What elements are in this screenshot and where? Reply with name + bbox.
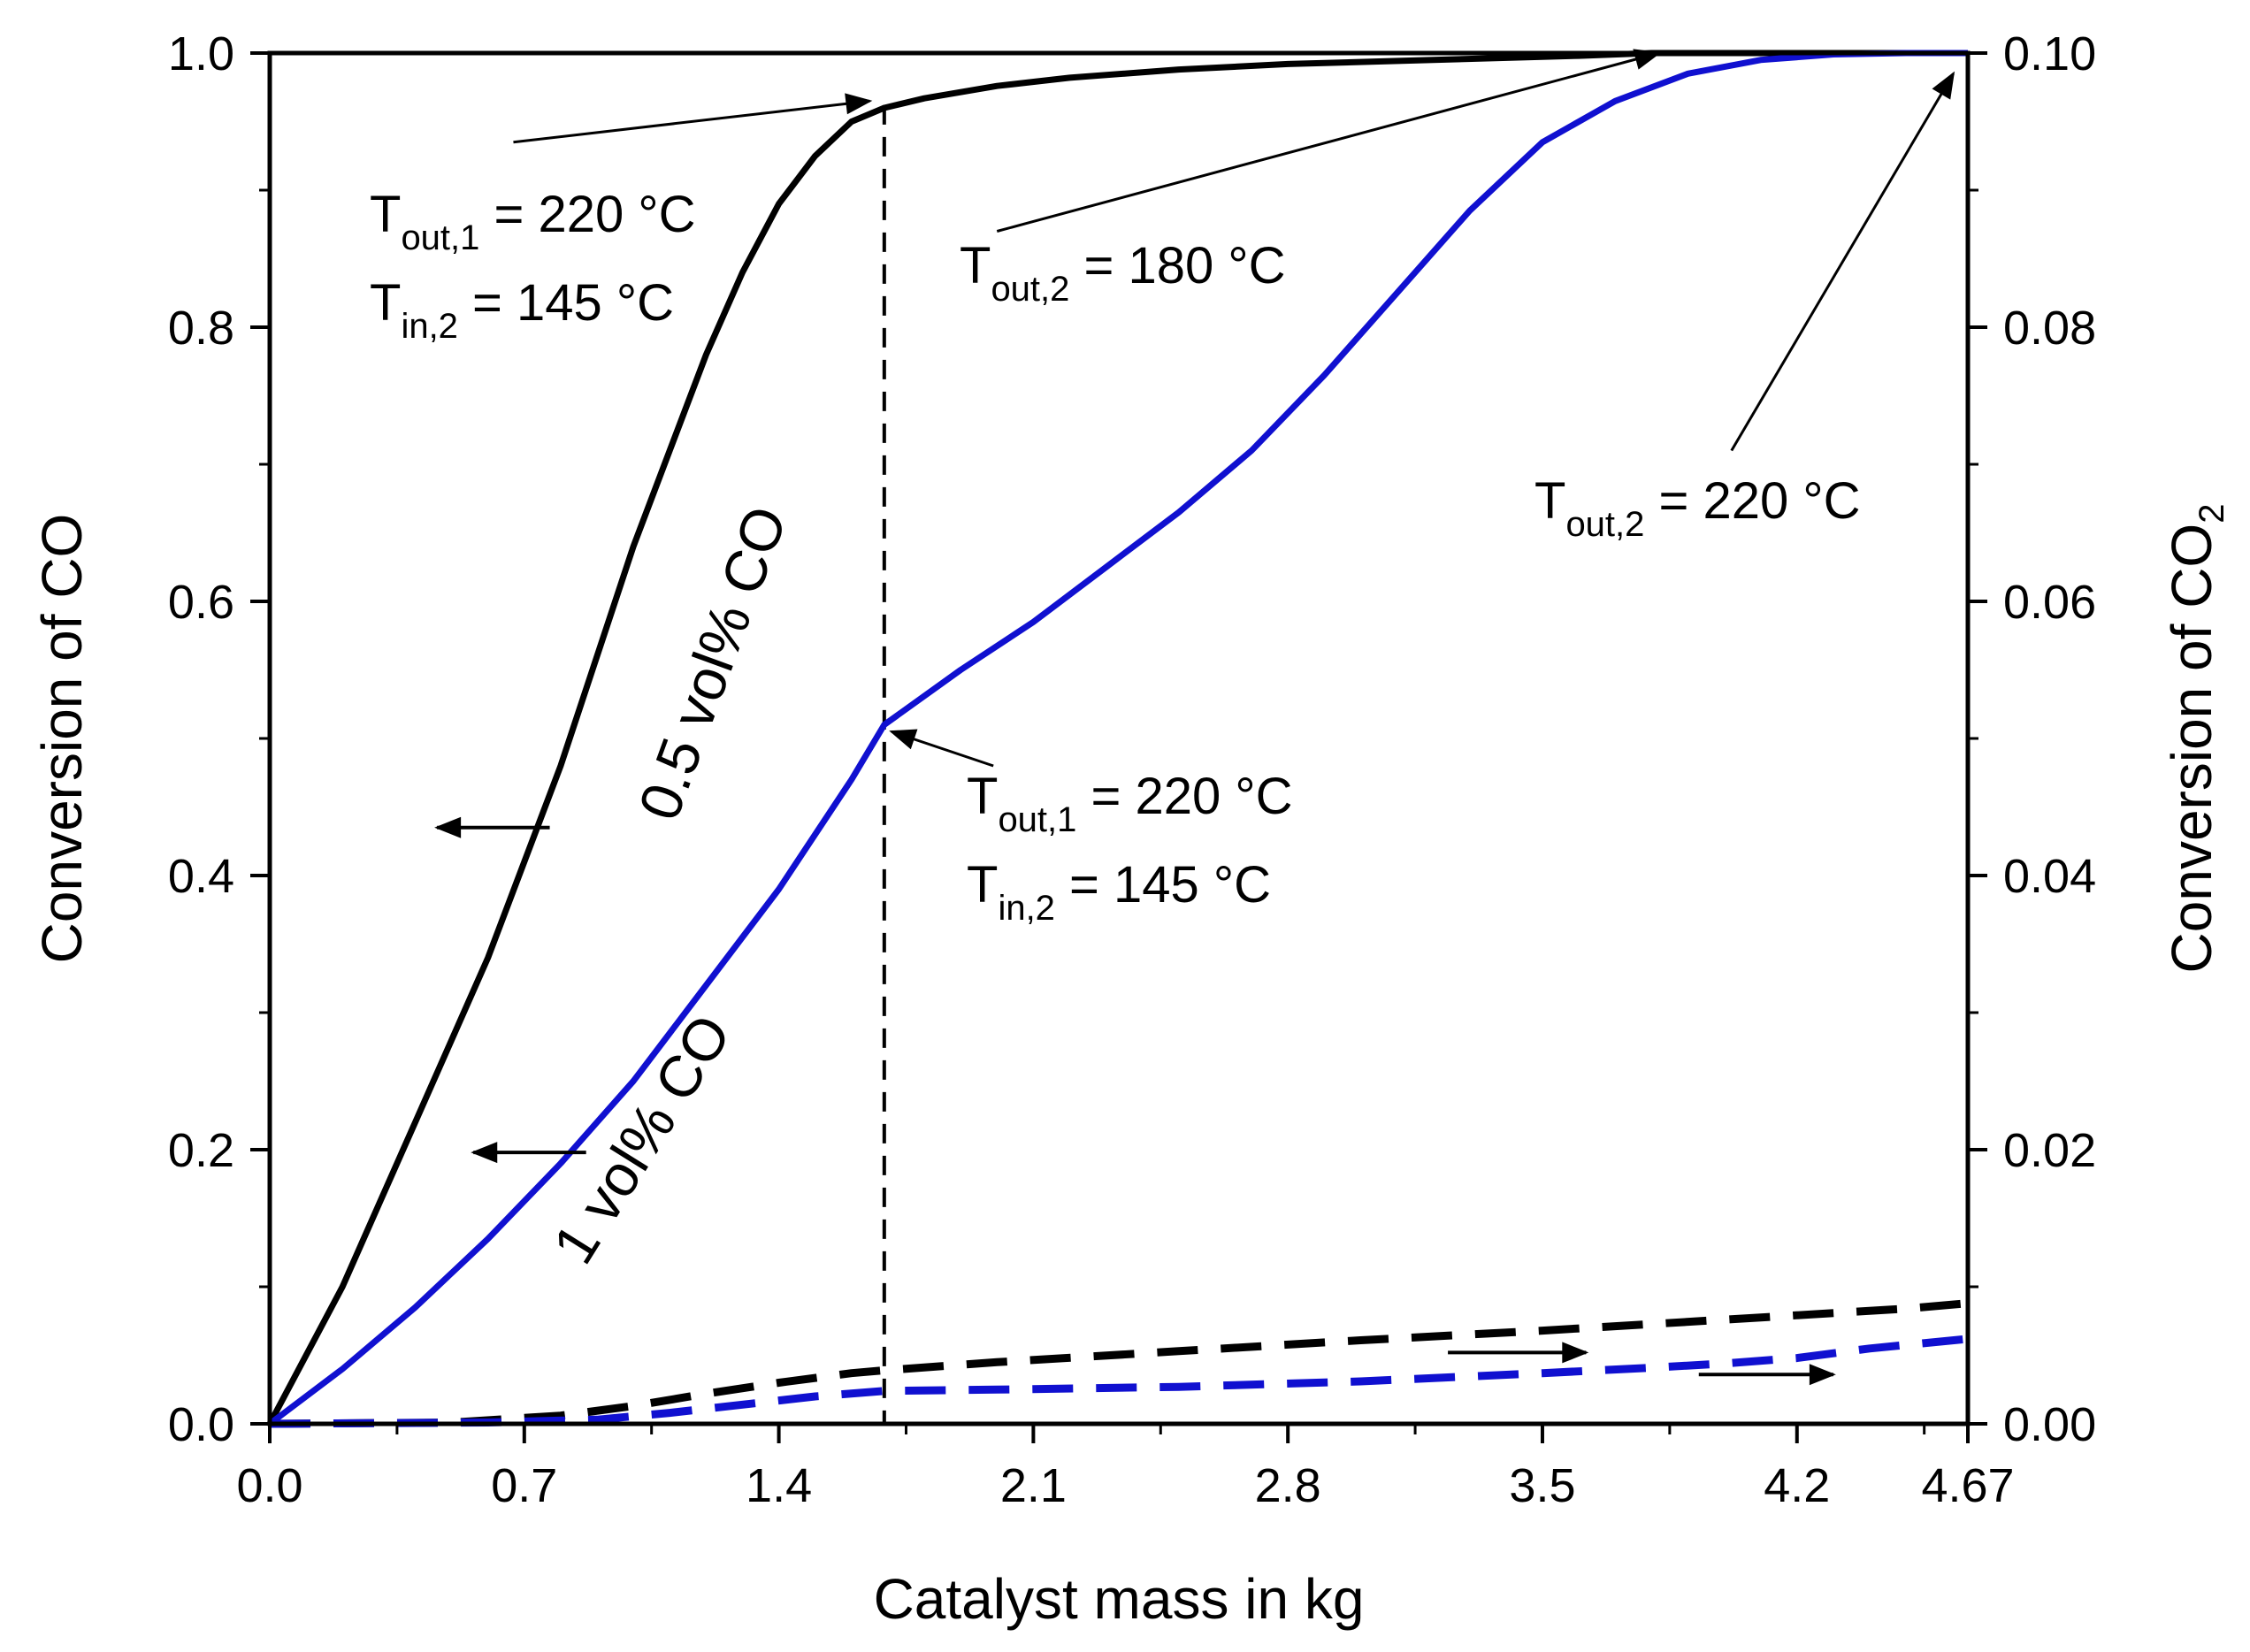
t-symbol: T [370,186,401,243]
t-value: = 220 °C [1076,768,1292,825]
y-left-tick-label: 0.0 [168,1398,234,1451]
pointer-arrow-4 [889,729,994,768]
annotation-left-top-line1: Tout,1 = 220 °C [370,186,695,257]
t-value: = 220 °C [1644,472,1860,530]
annotation-left-top-line2: Tin,2 = 145 °C [370,274,674,346]
y-axis-left-title: Conversion of CO [30,514,94,964]
t-subscript: in,2 [401,307,458,346]
series-line-4 [269,1335,1969,1428]
y-right-tick-label: 0.10 [2003,27,2096,80]
y-right-tick-label: 0.00 [2003,1398,2096,1451]
annotation-middle-line2: Tin,2 = 145 °C [967,856,1271,928]
t-subscript: out,2 [991,270,1069,309]
x-tick-label: 0.7 [491,1459,557,1512]
annotation-left-top: Tout,1 = 220 °C Tin,2 = 145 °C [370,186,695,346]
t-symbol: T [370,274,401,332]
t-subscript: in,2 [998,889,1055,928]
x-tick-label: 4.67 [1921,1459,2014,1512]
x-tick-label: 4.2 [1764,1459,1830,1512]
series-line-2 [267,50,1968,1426]
annotation-middle: Tout,1 = 220 °C Tin,2 = 145 °C [967,768,1292,928]
y-left-tick-label: 0.6 [168,576,234,629]
annotation-right: Tout,2 = 220 °C [1534,472,1860,544]
annotation-middle-top: Tout,2 = 180 °C [960,237,1285,309]
y-left-tick-label: 1.0 [168,27,234,80]
series-line-3 [269,1299,1969,1428]
y-right-tick-label: 0.02 [2003,1124,2096,1177]
t-value: = 145 °C [1055,856,1271,914]
curve-label-2: 1 vol% CO [540,1003,743,1274]
t-symbol: T [960,237,991,294]
x-tick-label: 2.8 [1255,1459,1321,1512]
annotation-middle-top-line1: Tout,2 = 180 °C [960,237,1285,309]
annotation-middle-line1: Tout,1 = 220 °C [967,768,1292,839]
t-value: = 145 °C [458,274,674,332]
y-left-tick-label: 0.8 [168,302,234,355]
t-value: = 220 °C [479,186,695,243]
x-tick-label: 1.4 [746,1459,812,1512]
t-symbol: T [967,768,998,825]
x-tick-label: 0.0 [236,1459,302,1512]
pointer-arrow-2 [996,49,1662,233]
t-subscript: out,1 [401,218,479,257]
y-axis-right-title: Conversion of CO2 [2160,504,2231,974]
annotation-right-line1: Tout,2 = 220 °C [1534,472,1860,544]
t-subscript: out,2 [1565,505,1644,544]
x-axis-title: Catalyst mass in kg [874,1567,1365,1631]
t-symbol: T [1534,472,1565,530]
y-left-tick-label: 0.4 [168,850,234,903]
y-axis-right-title-sub: 2 [2193,504,2231,524]
y-left-tick-label: 0.2 [168,1124,234,1177]
x-tick-label: 3.5 [1509,1459,1575,1512]
y-right-tick-label: 0.04 [2003,850,2096,903]
t-subscript: out,1 [998,800,1076,839]
t-symbol: T [967,856,998,914]
t-value: = 180 °C [1069,237,1285,294]
pointer-arrow-1 [513,93,873,144]
y-right-tick-label: 0.08 [2003,302,2096,355]
series-line-1 [266,50,1968,1426]
y-axis-right-title-main: Conversion of CO [2160,524,2223,974]
y-right-tick-label: 0.06 [2003,576,2096,629]
curve-label-1: 0.5 vol% CO [625,498,799,828]
pointer-arrow-3 [1730,71,1955,452]
x-tick-label: 2.1 [1000,1459,1067,1512]
axis-ticks: 0.0 0.7 1.4 2.1 2.8 3.5 4.2 4.67 0.0 0.2 0.4 0.6 0.8… [168,27,2096,1512]
